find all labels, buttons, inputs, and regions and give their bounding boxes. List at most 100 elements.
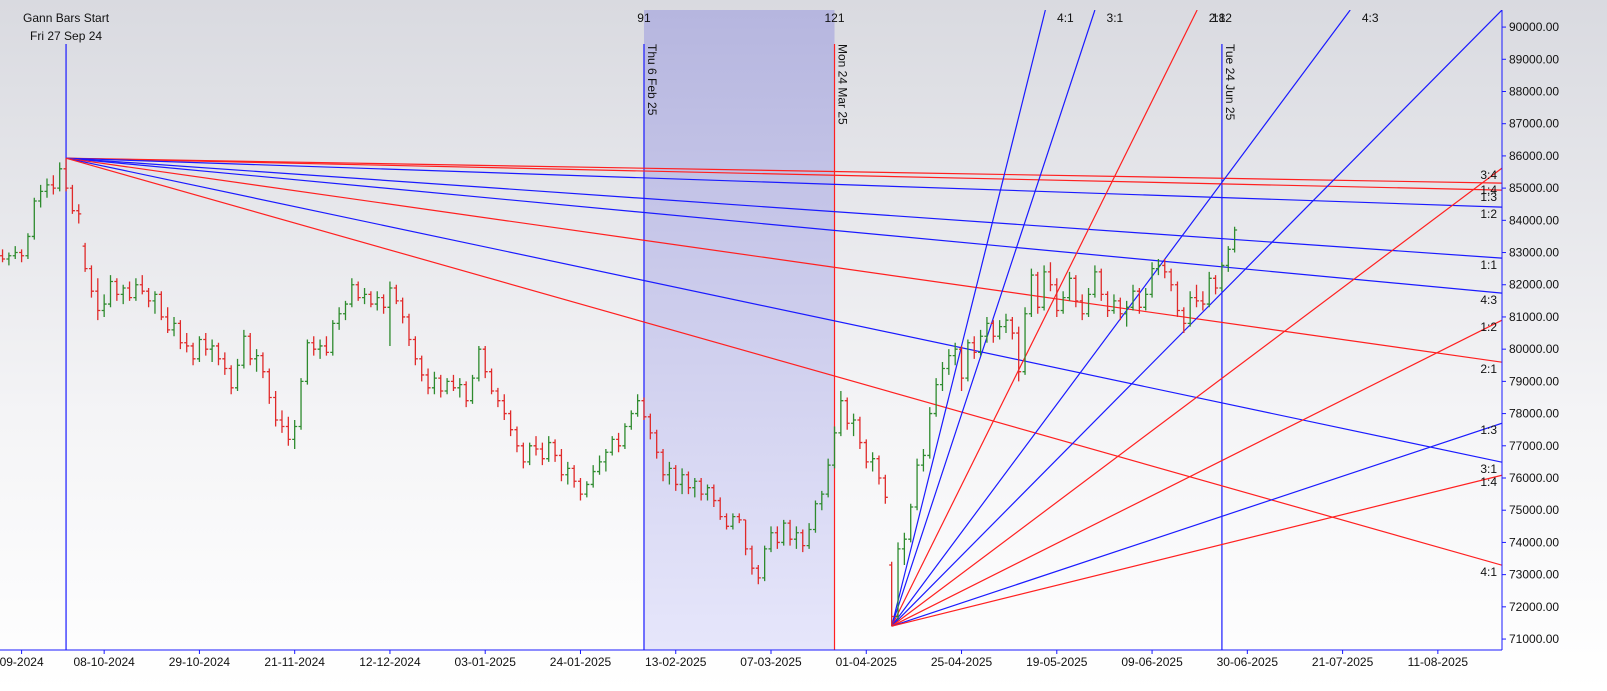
ohlc-bar (959, 345, 965, 392)
ohlc-bar (260, 352, 266, 379)
gann-label: 1:2 (1480, 207, 1497, 221)
ohlc-bar (1162, 258, 1168, 279)
ohlc-bar (787, 519, 793, 546)
x-tick-label: 25-04-2025 (931, 655, 993, 669)
ohlc-bar (781, 519, 787, 546)
marker-date: Fri 27 Sep 24 (30, 29, 102, 43)
gann-line (66, 157, 1502, 184)
ohlc-bar (812, 500, 818, 533)
y-tick-label: 73000.00 (1509, 568, 1559, 582)
marker-count: 121 (824, 11, 844, 25)
ohlc-bar (273, 391, 279, 427)
ohlc-bar (743, 519, 749, 556)
ohlc-bar (44, 178, 50, 198)
ohlc-bar (832, 426, 838, 469)
y-tick-label: 85000.00 (1509, 181, 1559, 195)
ohlc-bar (933, 378, 939, 417)
ohlc-bar (1035, 271, 1041, 314)
ohlc-bar (25, 233, 31, 259)
ohlc-bar (565, 461, 571, 485)
ohlc-bar (730, 513, 736, 530)
gann-label: 1:3 (1480, 190, 1497, 204)
ohlc-bar (228, 365, 234, 395)
ohlc-bar (711, 484, 717, 507)
ohlc-bar (584, 481, 590, 498)
ohlc-bar (330, 320, 336, 356)
x-tick-label: 11-08-2025 (1408, 655, 1469, 669)
ohlc-bar (939, 362, 945, 392)
marker-count: 182 (1212, 11, 1232, 25)
y-tick-label: 78000.00 (1509, 407, 1559, 421)
y-tick-label: 76000.00 (1509, 471, 1559, 485)
x-tick-label: 21-07-2025 (1312, 655, 1374, 669)
ohlc-bar (362, 287, 368, 305)
gann-label: 3:1 (1480, 462, 1497, 476)
ohlc-bar (184, 333, 190, 353)
ohlc-bar (1098, 268, 1104, 301)
ohlc-bar (698, 478, 704, 501)
x-tick-label: 03-01-2025 (455, 655, 517, 669)
y-tick-label: 89000.00 (1509, 52, 1559, 66)
ohlc-bar (539, 442, 545, 466)
ohlc-bar (127, 281, 133, 301)
ohlc-bar (317, 339, 323, 359)
ohlc-bar (120, 284, 126, 305)
x-tick-label: 19-05-2025 (1026, 655, 1088, 669)
ohlc-bar (342, 300, 348, 321)
ohlc-bar (1086, 287, 1092, 317)
x-tick-label: 09-2024 (0, 655, 44, 669)
ohlc-bar (425, 368, 431, 395)
ohlc-bar (1225, 246, 1231, 272)
ohlc-bar (1136, 287, 1142, 314)
y-tick-label: 86000.00 (1509, 149, 1559, 163)
gann-line (891, 167, 1502, 627)
ohlc-bar (717, 497, 723, 520)
ohlc-bar (139, 275, 145, 295)
ohlc-bar (558, 449, 564, 482)
ohlc-bar (1213, 275, 1219, 295)
gann-label: 4:1 (1480, 565, 1497, 579)
gann-label: 1:4 (1480, 183, 1497, 197)
ohlc-bar (533, 436, 539, 456)
ohlc-bar (660, 449, 666, 482)
ohlc-bar (647, 413, 653, 440)
ohlc-bar (685, 471, 691, 495)
gann-line (66, 157, 1502, 259)
ohlc-bar (851, 413, 857, 437)
ohlc-bar (190, 342, 196, 366)
ohlc-bar (1003, 313, 1009, 334)
ohlc-bar (133, 278, 139, 301)
ohlc-bar (336, 307, 342, 330)
ohlc-bar (495, 387, 501, 408)
ohlc-bar (927, 407, 933, 459)
ohlc-bar (247, 333, 253, 366)
ohlc-bar (825, 458, 831, 498)
ohlc-bar (1143, 287, 1149, 311)
ohlc-bar (444, 378, 450, 395)
y-tick-label: 88000.00 (1509, 84, 1559, 98)
gann-label: 2:1 (1209, 11, 1226, 25)
gann-line (891, 10, 1046, 627)
ohlc-bar (203, 333, 209, 356)
ohlc-bar (571, 465, 577, 488)
ohlc-bar (946, 349, 952, 375)
ohlc-bar (520, 442, 526, 469)
ohlc-bar (323, 336, 329, 356)
ohlc-bar (152, 291, 158, 314)
gann-label: 4:1 (1057, 11, 1074, 25)
ohlc-bar (165, 307, 171, 334)
ohlc-bar (1009, 316, 1015, 340)
gann-line (65, 157, 1502, 566)
ohlc-bar (285, 416, 291, 446)
ohlc-bar (457, 378, 463, 398)
x-tick-label: 24-01-2025 (550, 655, 612, 669)
marker-date: Mon 24 Mar 25 (836, 44, 850, 125)
gann-line (65, 157, 1502, 363)
x-tick-label: 01-04-2025 (836, 655, 898, 669)
ohlc-bar (400, 297, 406, 324)
ohlc-bar (412, 336, 418, 366)
ohlc-bar (1187, 291, 1193, 327)
ohlc-bar (1016, 326, 1022, 382)
y-tick-label: 71000.00 (1509, 632, 1559, 646)
y-tick-label: 82000.00 (1509, 278, 1559, 292)
